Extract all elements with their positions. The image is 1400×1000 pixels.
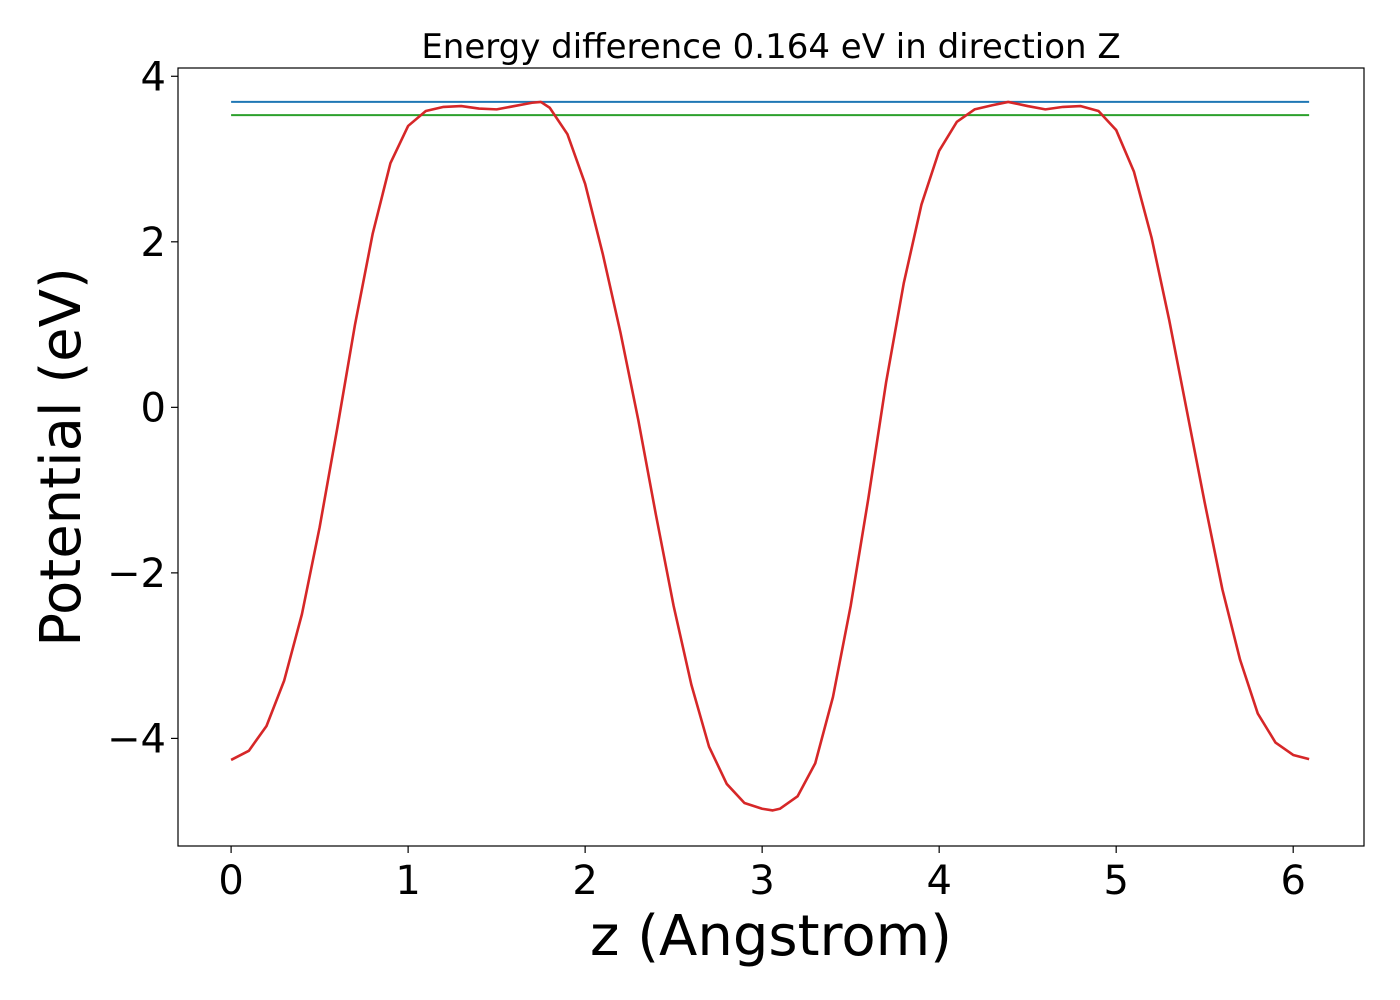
- y-axis-label: Potential (eV): [29, 267, 94, 647]
- y-tick-label: 0: [141, 385, 166, 431]
- x-tick-label: 1: [395, 858, 420, 904]
- y-tick-label: 4: [141, 54, 166, 100]
- x-tick-label: 4: [926, 858, 951, 904]
- x-tick-label: 2: [572, 858, 597, 904]
- x-tick-label: 3: [749, 858, 774, 904]
- series-layer: [230, 100, 1310, 812]
- series-line-2: [230, 100, 1310, 812]
- x-axis-ticks: 0 1 2 3 4 5 6: [218, 846, 1306, 904]
- plot-area-frame: [177, 67, 1365, 847]
- y-axis-ticks: −4 −2 0 2 4: [107, 54, 178, 762]
- x-tick-label: 5: [1103, 858, 1128, 904]
- y-tick-label: −2: [107, 551, 166, 597]
- y-tick-label: 2: [141, 220, 166, 266]
- y-tick-label: −4: [107, 716, 166, 762]
- x-axis-label: z (Angstrom): [590, 904, 952, 969]
- x-tick-label: 0: [218, 858, 243, 904]
- chart-title: Energy difference 0.164 eV in direction …: [421, 27, 1120, 67]
- x-tick-label: 6: [1280, 858, 1305, 904]
